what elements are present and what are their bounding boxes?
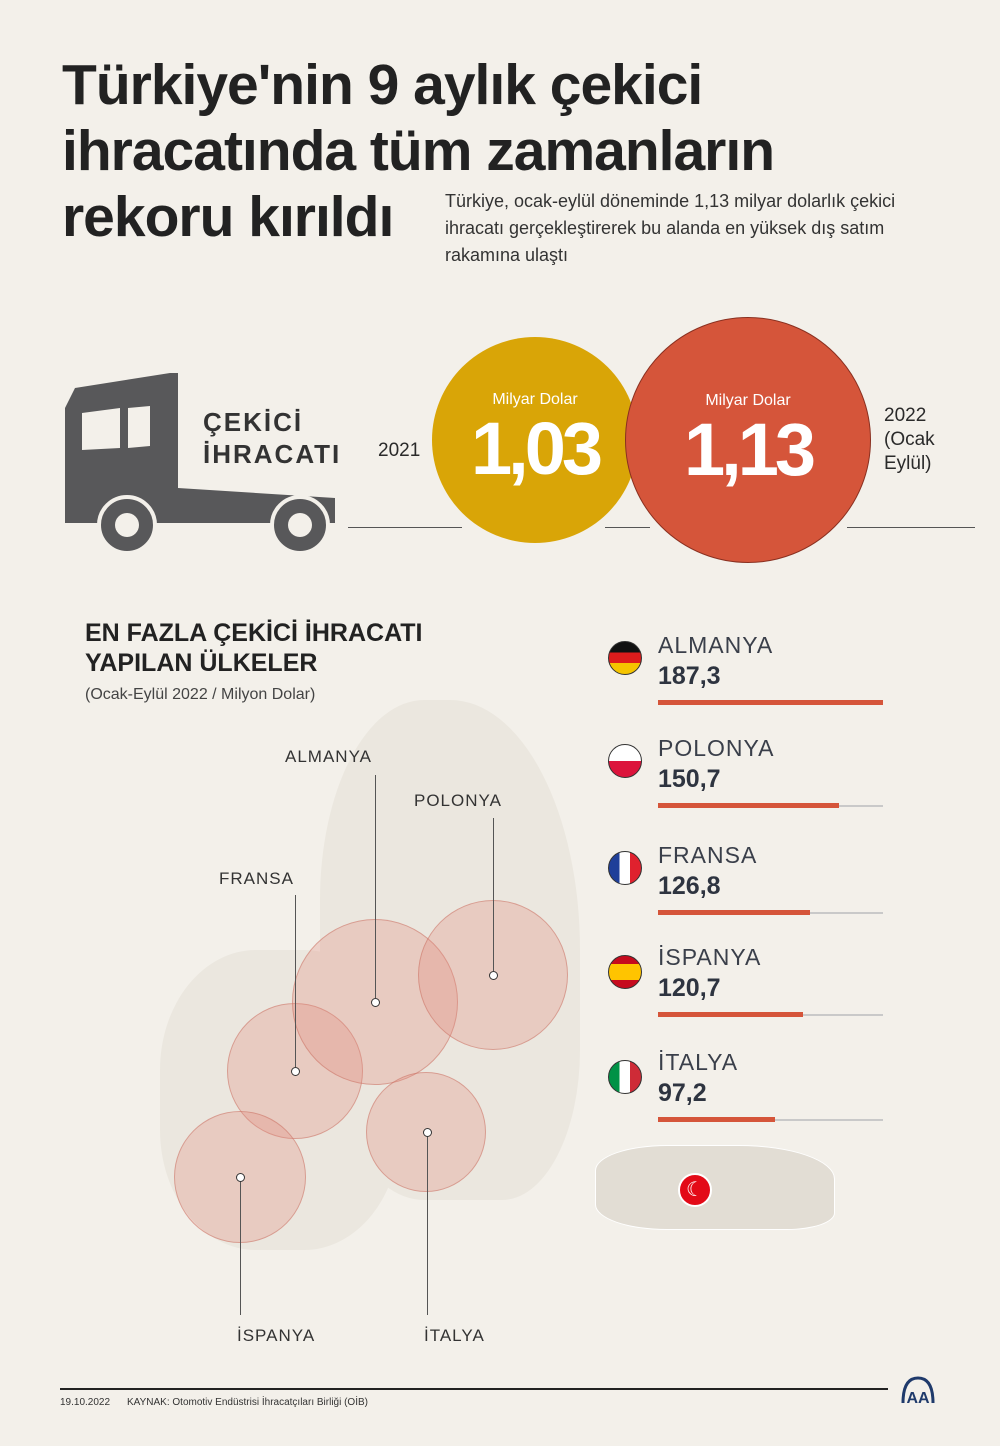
spain-flag-icon	[608, 955, 642, 989]
aa-logo: AA	[901, 1376, 935, 1405]
section-subtitle: (Ocak-Eylül 2022 / Milyon Dolar)	[85, 686, 316, 703]
divider	[847, 527, 975, 528]
bar-value-label: 120,7	[658, 974, 721, 1002]
bar-value-label: 126,8	[658, 872, 721, 900]
svg-text:AA: AA	[906, 1390, 930, 1405]
map-label-fransa: FRANSA	[219, 869, 294, 888]
bar-value-label: 187,3	[658, 662, 721, 690]
bar	[658, 910, 811, 915]
value-circle-2022: Milyar Dolar 1,13	[625, 317, 871, 563]
page-subtitle: Türkiye, ocak-eylül döneminde 1,13 milya…	[445, 191, 896, 265]
germany-flag-icon	[608, 641, 642, 675]
footer-source: KAYNAK: Otomotiv Endüstrisi İhracatçılar…	[127, 1397, 368, 1408]
export-label-line: İHRACATI	[203, 439, 342, 469]
value-2022: 1,13	[683, 408, 816, 491]
footer-date: 19.10.2022	[60, 1397, 111, 1408]
bar	[658, 803, 840, 808]
france-flag-icon	[608, 851, 642, 885]
map-label-ispanya: İSPANYA	[237, 1326, 316, 1345]
leader-line	[493, 818, 494, 971]
value-circle-2021: Milyar Dolar 1,03	[432, 337, 638, 543]
bar-value-label: 150,7	[658, 765, 721, 793]
poland-flag-icon	[608, 744, 642, 778]
bar	[658, 1012, 803, 1017]
bar-category-label: İSPANYA	[658, 944, 762, 970]
bar	[658, 700, 883, 705]
year-2022-label: 2022 (Ocak Eylül)	[884, 405, 935, 474]
truck-icon	[65, 373, 335, 555]
map-dot	[489, 971, 498, 980]
leader-line	[375, 775, 376, 998]
map-label-almanya: ALMANYA	[285, 747, 372, 766]
year-2021-label: 2021	[378, 440, 421, 461]
unit-label: Milyar Dolar	[705, 392, 791, 409]
italy-flag-icon	[608, 1060, 642, 1094]
leader-line	[427, 1132, 428, 1315]
page-title: Türkiye'nin 9 aylık çekici ihracatında t…	[62, 53, 775, 249]
divider	[605, 527, 650, 528]
bar-category-label: İTALYA	[658, 1049, 739, 1075]
map-label-italya: İTALYA	[424, 1326, 485, 1345]
turkey-flag-icon: ☾	[678, 1173, 712, 1207]
map-label-polonya: POLONYA	[414, 791, 502, 810]
footer-divider	[60, 1388, 888, 1390]
value-2021: 1,03	[470, 407, 603, 490]
map-dot	[371, 998, 380, 1007]
unit-label: Milyar Dolar	[492, 391, 578, 408]
leader-line	[240, 1177, 241, 1315]
bar	[658, 1117, 775, 1122]
divider	[348, 527, 462, 528]
export-label: ÇEKİCİ İHRACATI	[203, 406, 341, 470]
bar-category-label: FRANSA	[658, 842, 758, 868]
export-label-line: ÇEKİCİ	[203, 407, 304, 437]
map-dot	[423, 1128, 432, 1137]
bar-category-label: ALMANYA	[658, 632, 774, 658]
leader-line	[295, 895, 296, 1067]
map-land-turkey	[595, 1145, 835, 1230]
map-dot	[291, 1067, 300, 1076]
section-title: EN FAZLA ÇEKİCİ İHRACATI YAPILAN ÜLKELER	[85, 619, 423, 677]
map-dot	[236, 1173, 245, 1182]
bar-category-label: POLONYA	[658, 735, 775, 761]
bar-value-label: 97,2	[658, 1079, 707, 1107]
